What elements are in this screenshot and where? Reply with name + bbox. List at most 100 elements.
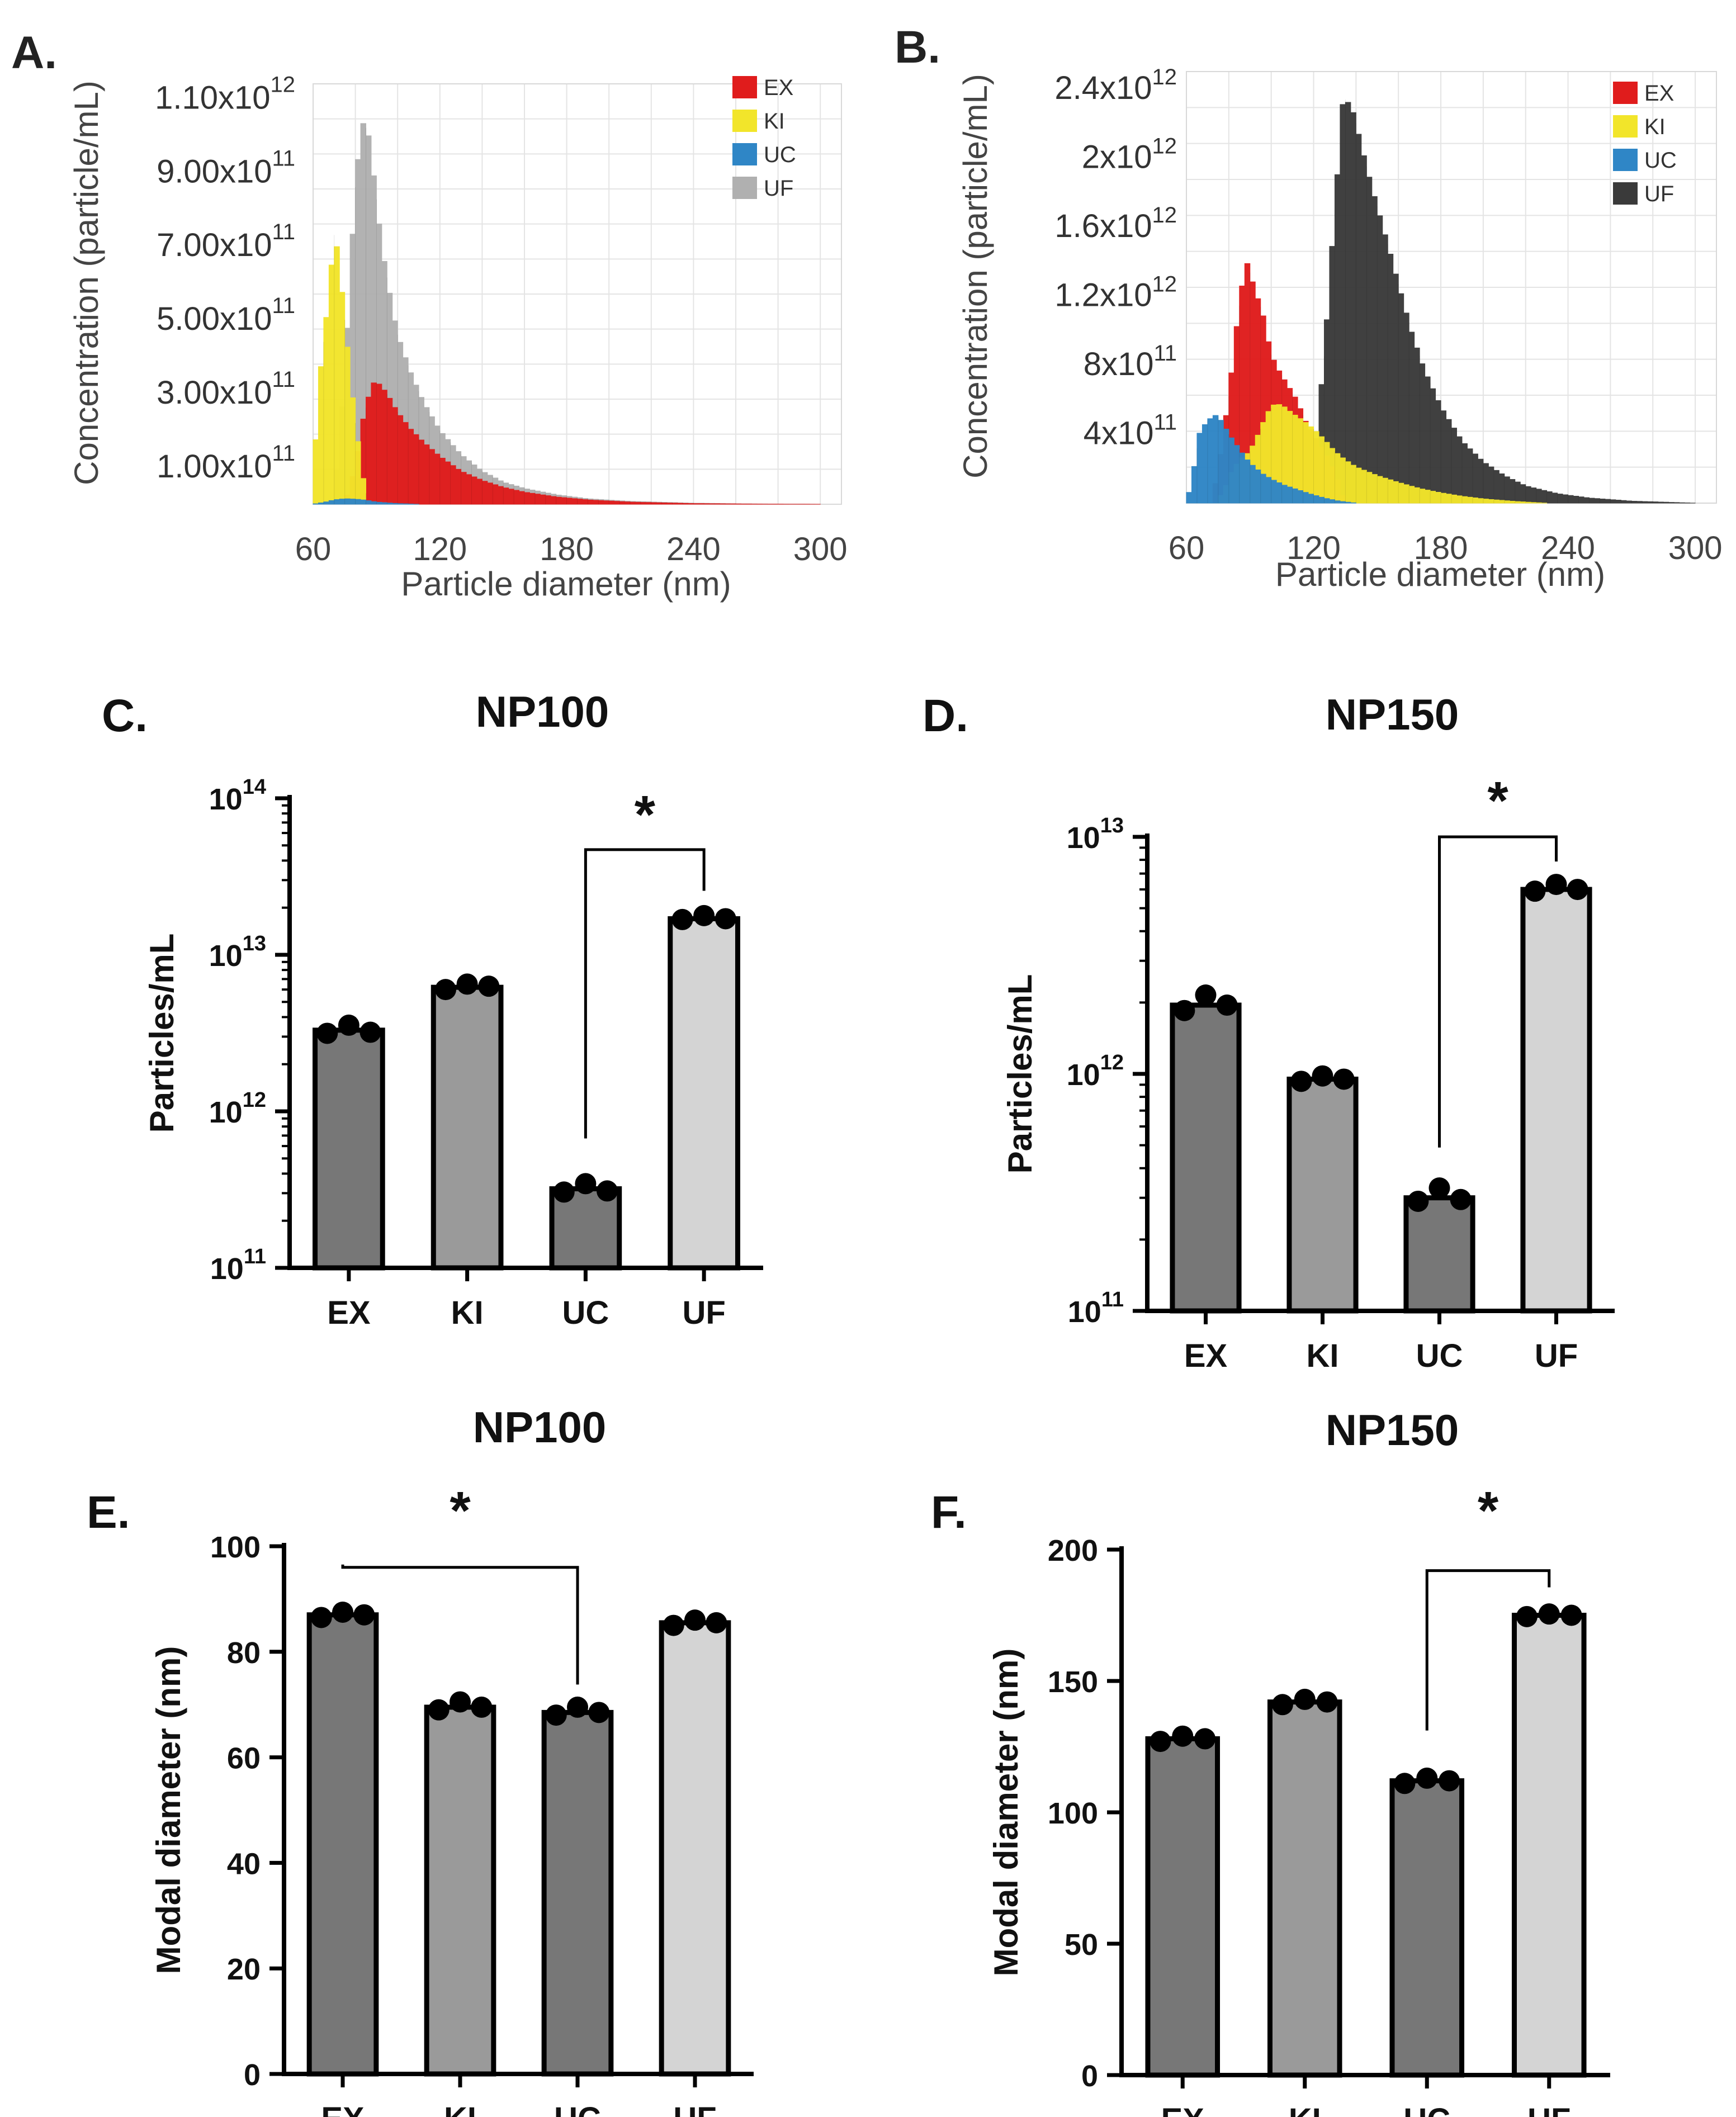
legend-label-ex: EX xyxy=(1644,81,1674,106)
y-tick-label-mantissa: 0 xyxy=(1081,2059,1098,2093)
data-point xyxy=(684,1609,706,1631)
y-axis-label: Particles/mL xyxy=(143,934,181,1133)
y-tick-label-exponent: 11 xyxy=(1153,410,1177,434)
data-point xyxy=(693,904,715,926)
data-point xyxy=(1516,1605,1538,1627)
chart-title: NP100 xyxy=(476,687,609,736)
data-point xyxy=(1290,1071,1312,1092)
y-tick-label: 3.00x1011 xyxy=(157,367,295,411)
x-axis-label: Particle diameter (nm) xyxy=(401,565,731,603)
y-tick-label: 40 xyxy=(227,1847,261,1881)
data-point xyxy=(1316,1691,1338,1713)
y-tick-label: 80 xyxy=(227,1636,261,1670)
y-tick-label-mantissa: 7.00x10 xyxy=(157,227,272,263)
y-tick-label-mantissa: 1.6x10 xyxy=(1054,208,1152,244)
data-point xyxy=(332,1602,353,1623)
x-tick-label: 240 xyxy=(666,531,721,567)
data-point xyxy=(567,1696,588,1718)
data-point xyxy=(1450,1188,1472,1210)
legend-label-uf: UF xyxy=(1644,182,1674,206)
x-tick-label: KI xyxy=(451,1295,484,1331)
y-tick-label: 4x1011 xyxy=(1084,410,1177,451)
y-tick-label-exponent: 12 xyxy=(1152,134,1177,158)
bar-uf xyxy=(1511,1613,1587,2078)
data-point xyxy=(575,1173,597,1195)
y-tick-label-mantissa: 10 xyxy=(210,1252,244,1286)
chart-title: NP100 xyxy=(473,1403,607,1452)
panel-a-distribution-chart: A.60 120 180 240 3001.00x10113.00x10115.00x1… xyxy=(11,27,848,603)
x-tick-label: KI xyxy=(1307,1338,1339,1374)
y-tick-label-mantissa: 60 xyxy=(227,1742,261,1775)
y-tick-label-mantissa: 10 xyxy=(1067,1058,1100,1092)
y-tick-label-mantissa: 10 xyxy=(209,783,243,816)
data-point xyxy=(478,975,500,997)
data-point xyxy=(1560,1604,1582,1626)
significance-bracket xyxy=(341,1564,579,1685)
y-tick-label-mantissa: 2x10 xyxy=(1082,139,1152,175)
y-tick-label-exponent: 12 xyxy=(271,72,296,97)
data-point xyxy=(553,1181,575,1203)
bar-ex xyxy=(306,1612,379,2077)
data-point xyxy=(715,908,736,930)
y-tick-label: 20 xyxy=(227,1953,261,1986)
y-tick-label-exponent: 11 xyxy=(244,1245,266,1268)
x-tick-label: UC xyxy=(1403,2102,1450,2117)
y-tick-label-exponent: 13 xyxy=(243,932,266,955)
significance-star: * xyxy=(1478,1481,1499,1541)
x-tick-label: EX xyxy=(321,2101,365,2117)
y-axis-label: Modal diameter (nm) xyxy=(987,1649,1025,1977)
panel-label: C. xyxy=(102,690,148,741)
bar-uf xyxy=(659,1620,731,2077)
bar-uf xyxy=(668,916,740,1271)
x-tick-label: 300 xyxy=(1668,530,1723,566)
x-tick-label: UC xyxy=(554,2101,601,2117)
y-tick-label-mantissa: 50 xyxy=(1065,1928,1098,1962)
y-tick-label-exponent: 12 xyxy=(1152,65,1177,89)
data-point xyxy=(353,1604,375,1626)
y-tick-label-mantissa: 1.10x10 xyxy=(155,79,270,116)
y-tick-label-exponent: 12 xyxy=(243,1088,266,1112)
legend-swatch-uf xyxy=(732,177,757,199)
y-tick-label: 1.00x1011 xyxy=(157,441,295,485)
chart-title: NP150 xyxy=(1326,690,1459,739)
x-tick-label: EX xyxy=(1184,1338,1228,1374)
y-tick-label: 2x1012 xyxy=(1082,134,1177,175)
y-tick-label-exponent: 11 xyxy=(272,367,295,392)
panel-label: F. xyxy=(931,1487,967,1538)
bar-ex xyxy=(1145,1736,1221,2078)
panel-label: E. xyxy=(87,1487,130,1538)
y-tick-label-exponent: 11 xyxy=(1101,1288,1124,1311)
y-tick-label-exponent: 11 xyxy=(272,441,295,466)
y-tick-label: 0 xyxy=(1081,2059,1098,2093)
data-point xyxy=(1150,1731,1171,1753)
significance-bracket xyxy=(584,848,706,1139)
y-tick-label-mantissa: 10 xyxy=(1067,821,1100,855)
data-point xyxy=(1333,1068,1355,1090)
series-uc-area xyxy=(313,498,419,505)
data-point xyxy=(545,1704,567,1726)
y-tick-label-mantissa: 20 xyxy=(227,1953,261,1986)
y-tick-label: 1012 xyxy=(209,1088,266,1129)
y-axis-label: Concentration (particle/mL) xyxy=(68,80,105,485)
x-tick-label: 60 xyxy=(1169,530,1205,566)
data-point xyxy=(1545,874,1567,896)
legend-swatch-ki xyxy=(1613,115,1638,138)
legend-swatch-uc xyxy=(732,143,757,165)
data-point xyxy=(1538,1603,1560,1625)
y-tick-label-mantissa: 80 xyxy=(227,1636,261,1670)
y-tick-label-mantissa: 40 xyxy=(227,1847,261,1881)
legend-label-ki: KI xyxy=(764,109,785,134)
panel-label: B. xyxy=(895,22,940,73)
y-tick-label-exponent: 12 xyxy=(1152,272,1177,296)
data-point xyxy=(1216,994,1238,1016)
significance-bracket xyxy=(1425,1569,1551,1731)
y-tick-label: 1011 xyxy=(210,1245,266,1286)
panel-b-distribution-chart: B.60 120 180 240 3004x10118x10111.2x10121.6x… xyxy=(895,22,1722,593)
x-tick-label: 180 xyxy=(540,531,594,567)
y-tick-label: 1014 xyxy=(209,775,266,816)
y-tick-label-exponent: 11 xyxy=(272,293,295,318)
data-point xyxy=(456,973,478,995)
y-tick-label-mantissa: 2.4x10 xyxy=(1054,70,1152,106)
x-tick-label: UF xyxy=(1535,1338,1578,1374)
